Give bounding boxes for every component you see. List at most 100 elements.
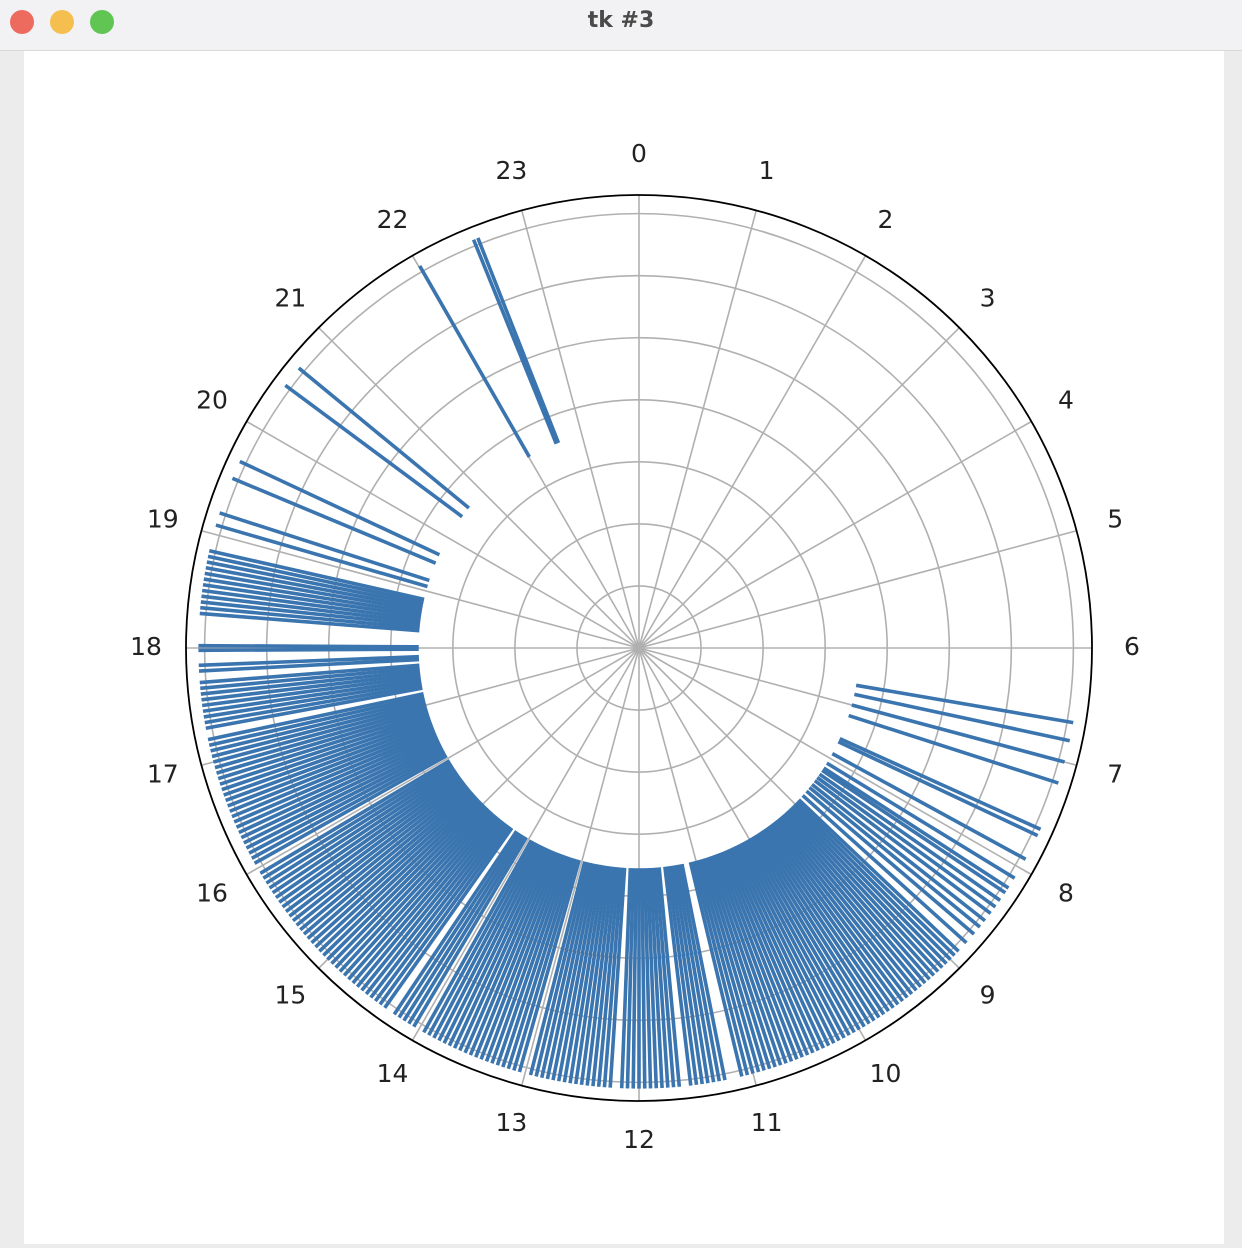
radial-bar <box>702 857 772 1070</box>
radial-bar <box>785 810 936 977</box>
radial-bar <box>694 860 755 1075</box>
radial-bar <box>579 866 613 1086</box>
radial-bar <box>645 868 659 1089</box>
radial-bar <box>205 565 423 610</box>
radial-bar <box>284 383 464 519</box>
radial-bar <box>540 862 593 1079</box>
radial-bar <box>737 843 841 1042</box>
radial-bar <box>271 768 457 895</box>
radial-bar <box>200 669 421 696</box>
radial-bar <box>791 804 948 965</box>
radial-bar <box>795 800 956 957</box>
radial-bar <box>432 842 539 1039</box>
radial-bar <box>383 826 514 1009</box>
radial-bar <box>463 849 554 1054</box>
theta-tick-label: 20 <box>196 386 228 415</box>
radial-bar <box>216 708 429 775</box>
radial-bar <box>210 697 426 753</box>
radial-bar <box>654 867 676 1088</box>
radial-bar <box>619 868 633 1089</box>
grid-spoke <box>520 210 640 649</box>
radial-bar <box>663 866 693 1086</box>
grid-spoke <box>246 420 640 649</box>
theta-tick-label: 21 <box>274 283 306 312</box>
radial-bar <box>223 719 432 797</box>
radial-bar <box>506 857 576 1070</box>
radial-bar <box>306 791 475 940</box>
radial-bar <box>837 740 1039 838</box>
radial-bar <box>713 854 794 1062</box>
radial-bar <box>200 666 420 691</box>
close-button[interactable] <box>10 10 34 34</box>
radial-bar <box>671 865 710 1084</box>
minimize-button[interactable] <box>50 10 74 34</box>
radial-bar <box>631 868 638 1089</box>
radial-bar <box>755 833 876 1022</box>
theta-tick-label: 19 <box>147 504 179 533</box>
radial-bar <box>198 643 419 649</box>
radial-bar <box>745 839 856 1034</box>
radial-bar <box>369 821 507 999</box>
radial-bar <box>207 692 424 742</box>
theta-tick-label: 8 <box>1058 879 1074 908</box>
radial-bar <box>402 833 523 1022</box>
radial-bar <box>334 806 489 969</box>
radial-bar <box>665 866 699 1086</box>
radial-bar <box>373 823 509 1003</box>
radial-bar <box>326 802 485 961</box>
grid-spoke <box>638 255 867 649</box>
radial-bar <box>274 771 459 900</box>
radial-bar <box>568 865 607 1084</box>
radial-bar <box>778 816 923 988</box>
radial-bar <box>501 856 573 1068</box>
radial-bar <box>825 761 1016 880</box>
radial-bar <box>202 677 422 714</box>
radial-bar <box>217 711 430 781</box>
radial-bar <box>201 672 421 702</box>
radial-bar <box>212 703 427 764</box>
radial-bar <box>562 864 604 1083</box>
radial-bar <box>724 849 815 1054</box>
theta-tick-label: 9 <box>980 981 996 1010</box>
radial-bar <box>705 856 777 1068</box>
radial-bar <box>310 794 477 945</box>
radial-bar <box>573 865 610 1085</box>
radial-bar <box>602 867 624 1088</box>
radial-bar <box>822 766 1010 890</box>
radial-bar <box>265 764 454 885</box>
radial-bar <box>291 782 468 923</box>
radial-bar <box>295 785 469 927</box>
radial-bar <box>759 830 886 1016</box>
theta-tick-label: 13 <box>495 1108 527 1137</box>
radial-bar <box>810 782 987 923</box>
radial-bar <box>816 776 997 909</box>
polar-frame <box>185 194 1093 1102</box>
radial-bar <box>442 844 544 1044</box>
radial-bar <box>338 808 491 973</box>
radial-bar <box>608 867 627 1088</box>
radial-bar <box>219 511 430 583</box>
radial-bar <box>668 865 705 1085</box>
theta-tick-label: 10 <box>870 1059 902 1088</box>
radial-bar <box>392 830 519 1016</box>
theta-tick-label: 16 <box>196 879 228 908</box>
grid-spoke <box>201 529 640 649</box>
radial-bar <box>585 866 615 1086</box>
zoom-button[interactable] <box>90 10 114 34</box>
radial-bar <box>214 706 428 770</box>
window-title: tk #3 <box>587 8 655 33</box>
radial-bar <box>697 859 761 1073</box>
radial-bar <box>248 748 445 855</box>
theta-tick-label: 11 <box>751 1108 783 1137</box>
radial-bar <box>729 847 826 1049</box>
radial-bar <box>771 821 909 999</box>
radial-bar <box>691 861 750 1076</box>
theta-tick-label: 18 <box>130 632 162 661</box>
grid-spoke <box>638 420 1032 649</box>
theta-tick-label: 17 <box>147 760 179 789</box>
radial-bar <box>281 776 462 909</box>
radial-bar <box>726 848 820 1052</box>
radial-bar <box>534 861 590 1077</box>
